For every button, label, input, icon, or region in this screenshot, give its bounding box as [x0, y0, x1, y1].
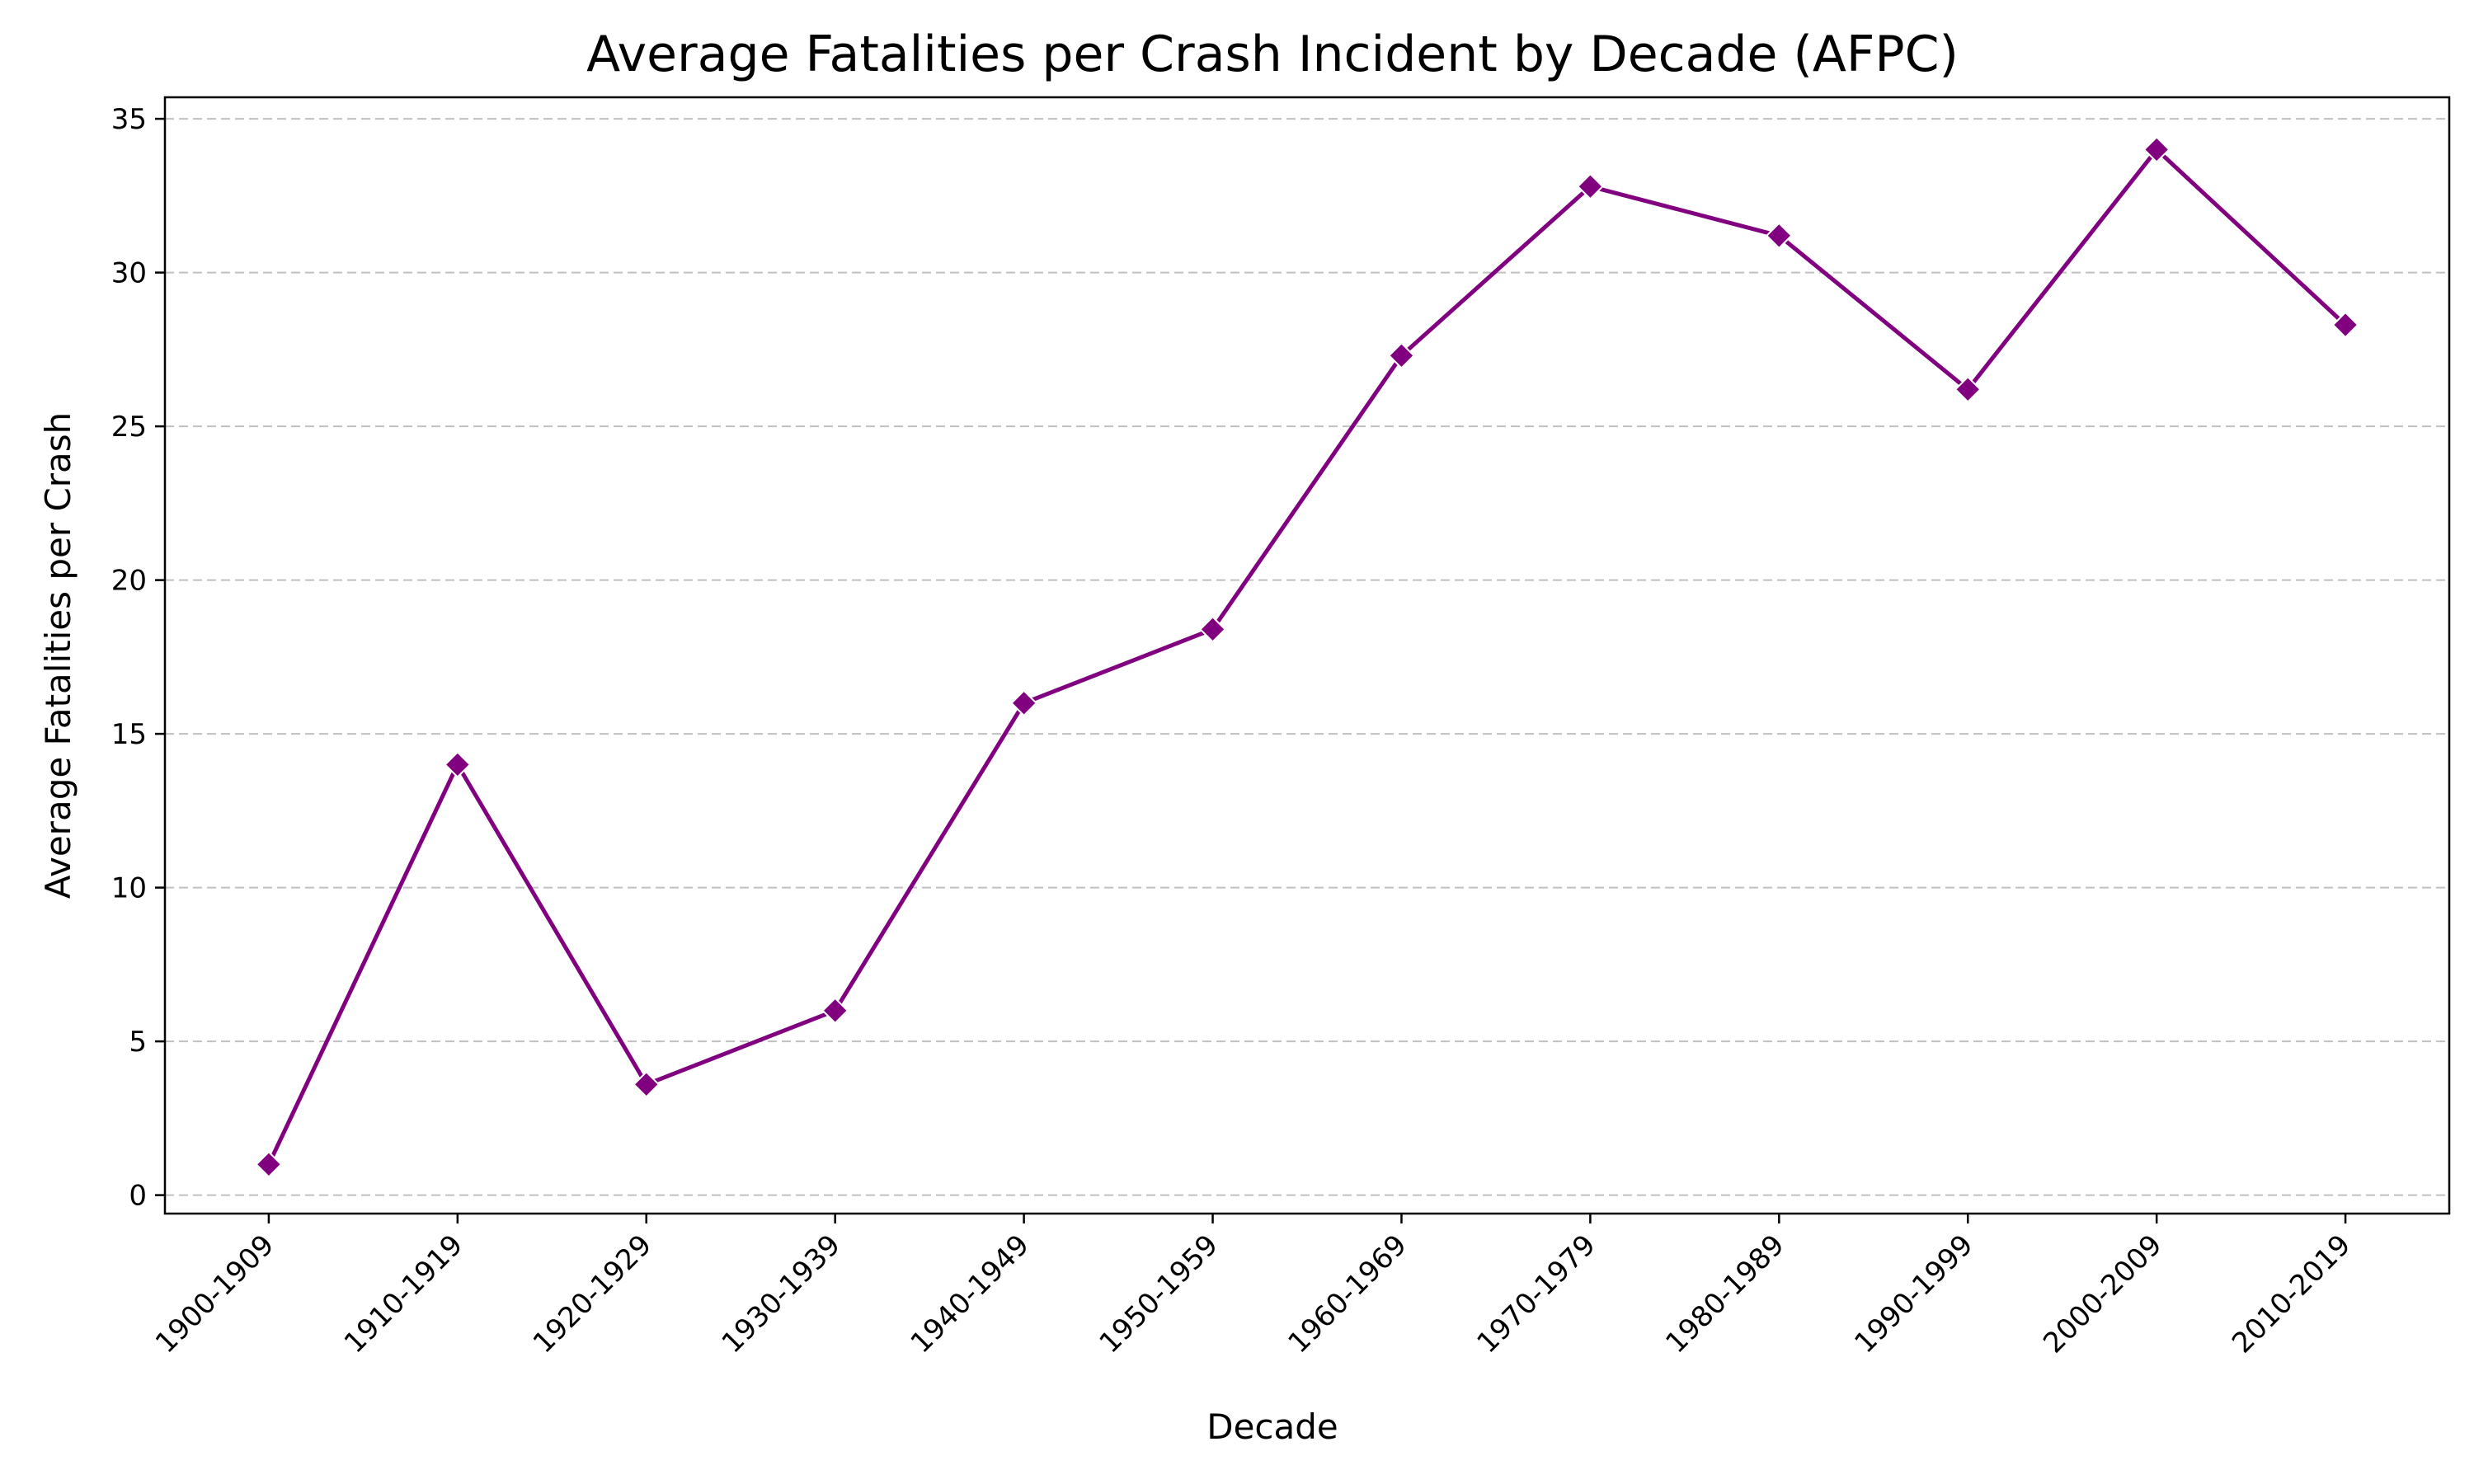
data-point-1980-1989 — [1765, 222, 1793, 250]
data-point-1920-1929 — [633, 1070, 661, 1098]
y-tick-label: 5 — [129, 1026, 147, 1059]
data-point-1900-1909 — [255, 1150, 283, 1178]
data-point-2010-2019 — [2331, 311, 2359, 339]
data-point-1990-1999 — [1954, 375, 1982, 403]
x-tick-label: 1960-1969 — [1282, 1228, 1413, 1360]
y-axis-label: Average Fatalities per Crash — [38, 412, 78, 899]
plot-area-frame — [163, 96, 2451, 1215]
data-point-1960-1969 — [1388, 341, 1415, 369]
x-tick-label: 1980-1989 — [1659, 1228, 1790, 1360]
x-axis-label: Decade — [1206, 1407, 1338, 1447]
x-tick-label: 1910-1919 — [338, 1228, 469, 1360]
x-tick-label: 1920-1929 — [527, 1228, 658, 1360]
x-tick-label: 2000-2009 — [2037, 1228, 2168, 1360]
y-tick-label: 25 — [111, 411, 147, 444]
chart-title: Average Fatalities per Crash Incident by… — [586, 26, 1959, 83]
y-tick-label: 15 — [111, 718, 147, 751]
y-tick-label: 20 — [111, 565, 147, 598]
y-tick-label: 10 — [111, 872, 147, 905]
y-tick-label: 0 — [129, 1180, 147, 1213]
data-point-1910-1919 — [444, 751, 472, 778]
data-point-2000-2009 — [2142, 135, 2171, 163]
x-tick-label: 1970-1979 — [1470, 1228, 1602, 1360]
data-point-1970-1979 — [1576, 172, 1604, 200]
x-tick-label: 1990-1999 — [1848, 1228, 1979, 1360]
x-tick-label: 1950-1959 — [1094, 1228, 1225, 1360]
data-point-1930-1939 — [821, 997, 849, 1025]
x-tick-label: 1930-1939 — [716, 1228, 847, 1360]
x-axis: 1900-1909 1910-1919 1920-1929 1930-1939 1940… — [149, 1214, 2357, 1360]
y-axis: 0 5 10 15 20 25 30 35 — [111, 103, 165, 1213]
y-tick-label: 35 — [111, 103, 147, 136]
y-tick-label: 30 — [111, 257, 147, 290]
data-point-1950-1959 — [1199, 615, 1226, 643]
series-layer — [255, 135, 2359, 1178]
x-tick-label: 2010-2019 — [2226, 1228, 2357, 1360]
series-line — [266, 147, 2347, 1166]
gridlines — [165, 118, 2449, 1196]
data-point-1940-1949 — [1010, 689, 1038, 717]
x-tick-label: 1900-1909 — [149, 1228, 280, 1360]
x-tick-label: 1940-1949 — [905, 1228, 1036, 1360]
